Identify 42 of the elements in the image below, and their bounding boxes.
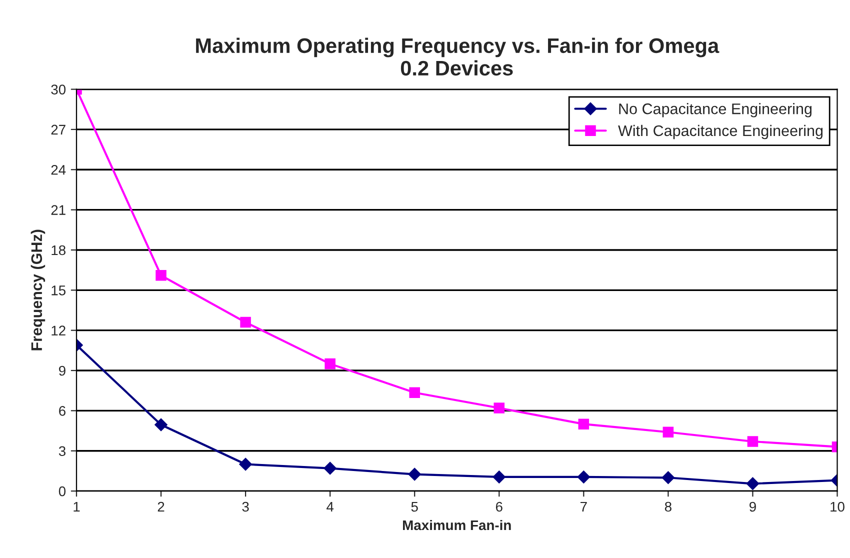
x-tick-label: 9 — [750, 502, 756, 512]
point — [324, 462, 336, 475]
y-tick-label: 27 — [51, 124, 66, 134]
y-tick-label: 6 — [59, 406, 66, 416]
point — [747, 436, 758, 447]
x-tick-label: 5 — [411, 502, 418, 512]
point — [154, 418, 168, 432]
x-tick-label: 2 — [158, 502, 164, 512]
x-tick-label: 3 — [242, 502, 249, 512]
y-tick-label: 18 — [52, 245, 66, 256]
point — [578, 418, 590, 430]
y-tick-label: 0 — [58, 486, 66, 496]
point — [324, 358, 336, 370]
y-tick-label: 21 — [51, 205, 66, 215]
point — [662, 426, 674, 438]
x-tick-label: 10 — [830, 502, 844, 512]
y-tick-label: 30 — [51, 84, 66, 94]
point — [577, 470, 590, 484]
x-tick-label: 1 — [74, 502, 80, 512]
point — [662, 471, 675, 484]
point — [746, 477, 760, 490]
y-tick-label: 9 — [59, 366, 66, 376]
point — [494, 402, 505, 414]
y-tick-label: 15 — [52, 286, 66, 296]
y-axis-title: Frequency (GHz) — [30, 230, 46, 350]
y-tick-label: 12 — [52, 326, 66, 336]
chart-title: Maximum Operating Frequency vs. Fan-in for Omega 0.2 Devices — [196, 38, 720, 76]
point — [240, 316, 251, 328]
x-tick-label: 4 — [326, 502, 334, 512]
y-tick-label: 24 — [51, 164, 66, 175]
point — [408, 468, 422, 481]
legend-label: With Capacitance Engineering — [618, 124, 823, 140]
x-tick-label: 7 — [580, 502, 587, 512]
x-tick-label: 8 — [664, 502, 672, 512]
legend-label: No Capacitance Engineering — [619, 103, 812, 118]
point — [239, 458, 252, 471]
point — [409, 387, 420, 398]
point — [492, 470, 506, 484]
point — [156, 270, 166, 281]
x-axis-title: Maximum Fan-in — [403, 520, 511, 530]
x-tick-label: 6 — [496, 502, 502, 512]
y-tick-label: 3 — [58, 446, 66, 456]
